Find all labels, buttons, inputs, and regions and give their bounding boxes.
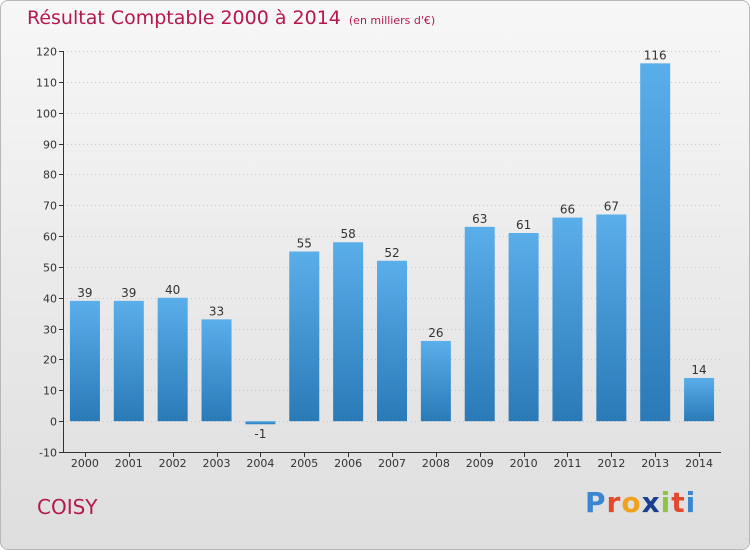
x-tick-label: 2002: [159, 457, 187, 470]
bar: [113, 300, 144, 422]
bar-value-label: 14: [691, 363, 706, 377]
bar: [69, 300, 100, 422]
bar: [596, 214, 627, 422]
proxiti-logo: Proxiti: [585, 486, 697, 519]
x-tick-label: 2005: [290, 457, 318, 470]
bar-value-label: 33: [209, 304, 224, 318]
bar: [157, 297, 188, 422]
y-tick-label: 20: [43, 354, 57, 367]
x-tick-label: 2014: [685, 457, 713, 470]
y-tick-label: 30: [43, 324, 57, 337]
bar: [464, 226, 495, 422]
x-tick-label: 2007: [378, 457, 406, 470]
bar-value-label: 40: [165, 283, 180, 297]
bar-value-label: 58: [340, 227, 355, 241]
x-tick-label: 2009: [466, 457, 494, 470]
x-tick-label: 2000: [71, 457, 99, 470]
y-tick-label: 110: [36, 77, 57, 90]
y-tick-label: 100: [36, 108, 57, 121]
chart-subtitle: (en milliers d'€): [348, 14, 436, 27]
bar-value-label: 39: [77, 286, 92, 300]
x-tick-label: 2006: [334, 457, 362, 470]
bar: [245, 421, 276, 425]
y-tick-label: 50: [43, 262, 57, 275]
bar: [640, 63, 671, 422]
commune-name: COISY: [37, 495, 98, 519]
bar-value-label: 63: [472, 212, 487, 226]
bar-value-label: -1: [254, 427, 266, 441]
bar: [289, 251, 320, 422]
y-tick-label: 60: [43, 231, 57, 244]
bar-value-label: 116: [644, 48, 667, 62]
bar: [420, 340, 451, 422]
x-tick-label: 2004: [246, 457, 274, 470]
bar-value-label: 66: [560, 203, 575, 217]
bar-value-label: 61: [516, 218, 531, 232]
y-tick-label: -10: [39, 447, 57, 460]
bar: [201, 319, 232, 422]
bar: [377, 260, 407, 422]
x-tick-label: 2003: [203, 457, 231, 470]
bar-layer: 39 39 40 33 -1 55 58 52 26 63 61 66 67 116 14: [69, 48, 715, 441]
bar: [684, 377, 715, 422]
x-tick-label: 2001: [115, 457, 143, 470]
bar-value-label: 26: [428, 326, 443, 340]
bar-value-label: 55: [297, 237, 312, 251]
bar-value-label: 67: [604, 199, 619, 213]
y-tick-label: 120: [36, 46, 57, 59]
y-tick-label: 10: [43, 385, 57, 398]
chart-title: Résultat Comptable 2000 à 2014 (en millie…: [27, 7, 435, 29]
x-tick-label: 2010: [510, 457, 538, 470]
bar: [552, 217, 583, 422]
y-tick-label: 90: [43, 139, 57, 152]
bar-value-label: 39: [121, 286, 136, 300]
bar: [333, 242, 364, 422]
x-tick-label: 2013: [641, 457, 669, 470]
chart-title-text: Résultat Comptable 2000 à 2014: [27, 7, 341, 29]
y-tick-label: 70: [43, 200, 57, 213]
y-tick-label: 0: [50, 416, 57, 429]
x-tick-label: 2011: [553, 457, 581, 470]
bar: [508, 232, 539, 422]
bar-value-label: 52: [384, 246, 399, 260]
y-tick-label: 40: [43, 293, 57, 306]
y-tick-label: 80: [43, 169, 57, 182]
x-tick-label: 2012: [597, 457, 625, 470]
axis-layer: -10 0 10 20 30 40 50 60 70 80 90 100 110 120 2000 2001 2…: [36, 46, 721, 470]
x-tick-label: 2008: [422, 457, 450, 470]
